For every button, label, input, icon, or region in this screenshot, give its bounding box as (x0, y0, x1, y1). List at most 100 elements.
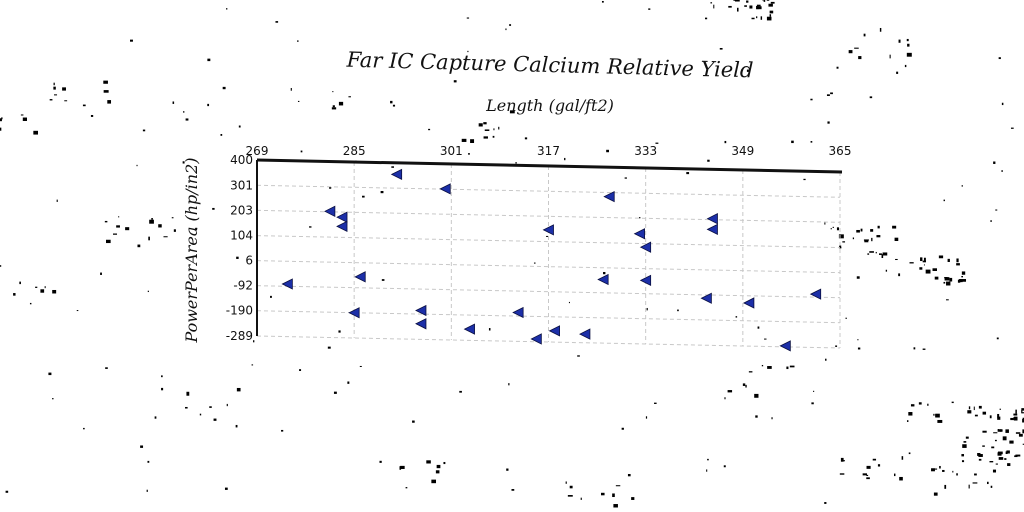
noise-speck (755, 415, 758, 418)
noise-speck (172, 101, 175, 104)
noise-speck (989, 461, 994, 463)
noise-speck (44, 286, 46, 289)
noise-speck (20, 114, 24, 116)
noise-speck (996, 337, 999, 340)
noise-speck (864, 240, 869, 243)
noise-speck (207, 58, 211, 62)
noise-speck (749, 5, 753, 9)
noise-speck (995, 463, 998, 465)
noise-speck (724, 397, 726, 400)
noise-speck (920, 257, 923, 262)
noise-speck (56, 199, 58, 202)
noise-speck (76, 310, 79, 312)
noise-speck (391, 166, 394, 168)
noise-speck (938, 255, 944, 259)
noise-speck (959, 279, 963, 283)
noise-speck (347, 381, 350, 384)
noise-speck (54, 94, 58, 96)
noise-speck (621, 427, 624, 430)
noise-speck (13, 293, 16, 296)
noise-speck (771, 417, 773, 420)
noise-speck (333, 391, 337, 394)
noise-speck (933, 492, 938, 496)
noise-speck (978, 405, 982, 409)
noise-speck (770, 1, 775, 4)
noise-speck (1001, 170, 1003, 172)
noise-speck (182, 161, 185, 164)
noise-speck (994, 439, 997, 442)
noise-speck (889, 54, 891, 59)
noise-speck (832, 226, 834, 228)
x-tick-label: 285 (343, 144, 366, 158)
y-tick-label: 203 (230, 203, 253, 217)
noise-speck (612, 493, 615, 498)
noise-speck (362, 195, 365, 198)
noise-speck (803, 178, 806, 181)
noise-speck (147, 290, 149, 293)
noise-speck (236, 387, 241, 392)
noise-speck (226, 403, 228, 407)
noise-speck (906, 52, 912, 57)
noise-speck (1010, 127, 1014, 129)
noise-speck (428, 128, 431, 131)
noise-speck (989, 415, 992, 419)
noise-speck (999, 429, 1003, 432)
noise-speck (756, 4, 761, 7)
noise-speck (140, 445, 144, 448)
noise-speck (724, 140, 727, 144)
noise-speck (431, 479, 437, 484)
noise-speck (791, 140, 794, 144)
data-point (463, 323, 475, 335)
noise-speck (639, 217, 641, 219)
noise-speck (601, 492, 605, 496)
noise-speck (125, 227, 130, 231)
data-point (390, 168, 403, 181)
noise-speck (332, 91, 334, 93)
noise-speck (932, 268, 937, 271)
noise-speck (1022, 419, 1024, 423)
noise-speck (939, 465, 941, 469)
noise-speck (946, 281, 951, 286)
data-point (743, 297, 755, 309)
noise-speck (869, 96, 873, 99)
noise-speck (937, 419, 943, 423)
noise-speck (147, 460, 150, 463)
noise-speck (1007, 463, 1011, 467)
noise-speck (961, 460, 965, 463)
y-tick-label: 301 (230, 178, 253, 192)
noise-speck (105, 367, 108, 369)
noise-speck (839, 473, 845, 475)
noise-speck (136, 164, 138, 167)
noise-speck (945, 299, 949, 301)
noise-speck (113, 233, 118, 235)
noise-speck (856, 276, 860, 279)
noise-speck (719, 47, 723, 50)
noise-speck (727, 390, 733, 393)
noise-speck (270, 295, 272, 298)
noise-speck (309, 226, 312, 228)
chart-title: Far IC Capture Calcium Relative Yield (345, 48, 753, 83)
noise-speck (103, 80, 108, 84)
noise-speck (348, 96, 351, 98)
data-point (281, 278, 293, 290)
noise-speck (992, 469, 997, 473)
noise-speck (524, 137, 528, 140)
noise-speck (706, 469, 708, 472)
data-point (603, 190, 615, 203)
noise-speck (810, 98, 813, 101)
noise-speck (1009, 440, 1014, 444)
noise-speck (1004, 458, 1007, 460)
noise-speck (569, 485, 573, 489)
data-point (809, 288, 822, 300)
noise-speck (655, 142, 659, 144)
noise-speck (736, 7, 739, 12)
noise-speck (961, 454, 965, 457)
noise-speck (756, 16, 758, 19)
noise-speck (212, 207, 215, 210)
noise-speck (195, 227, 198, 230)
noise-speck (53, 82, 55, 86)
data-point (579, 328, 591, 340)
noise-speck (251, 364, 254, 366)
noise-speck (866, 477, 870, 480)
